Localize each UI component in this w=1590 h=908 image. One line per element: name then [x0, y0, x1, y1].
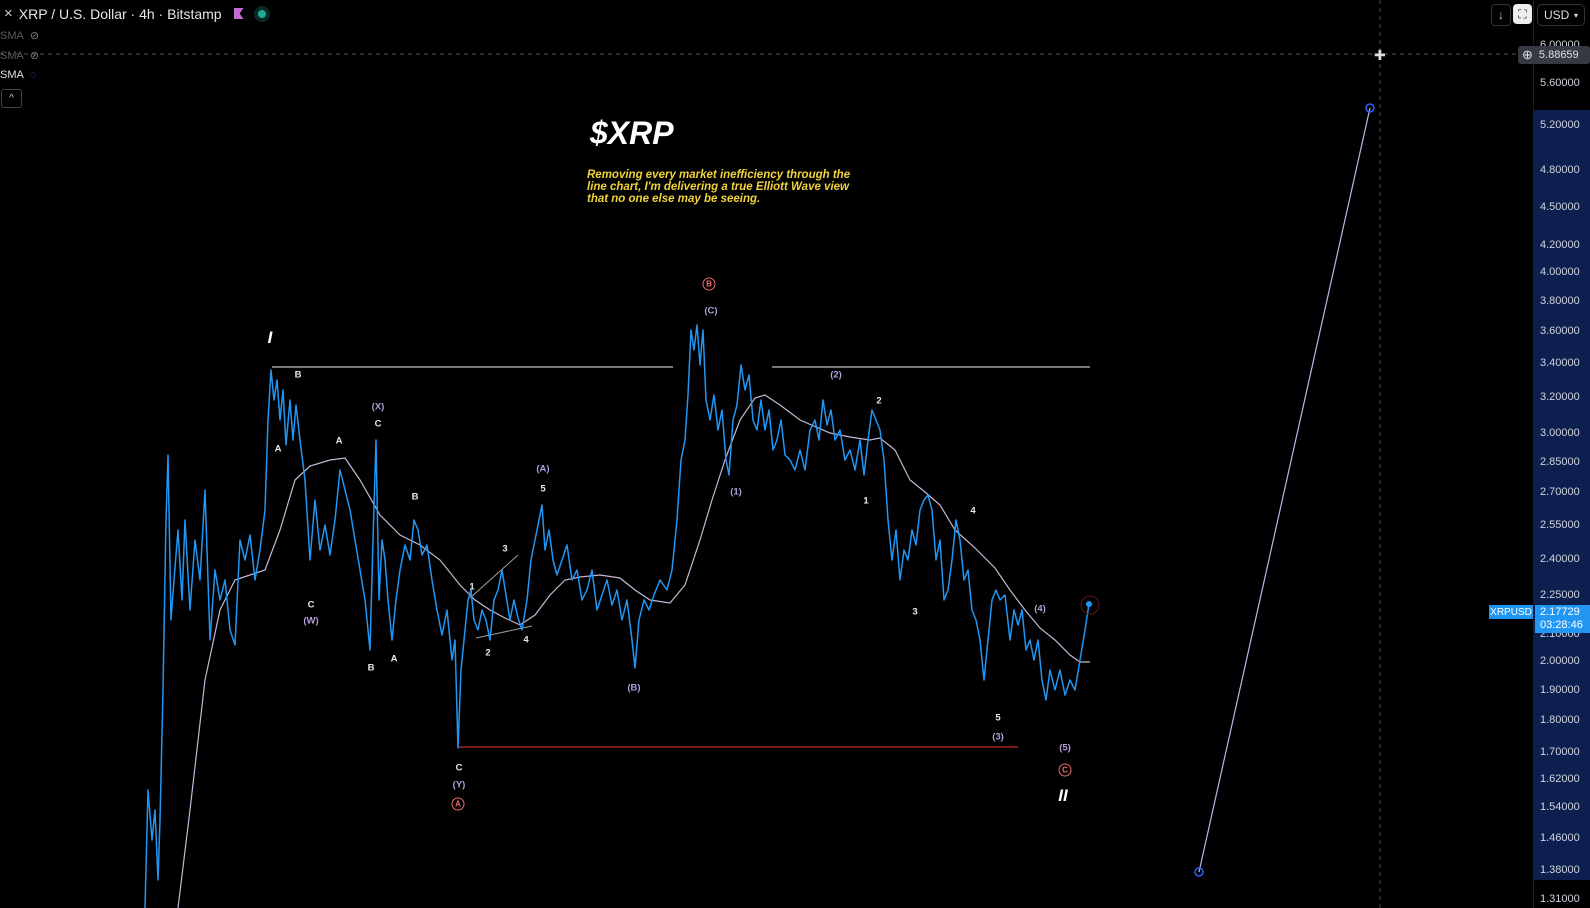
crosshair-price-label: ⊕ 5.88659 [1518, 46, 1590, 64]
screenshot-button[interactable]: ⛶ [1513, 4, 1532, 24]
wave-label: (5) [1059, 742, 1071, 754]
wave-label: C [455, 762, 463, 774]
price-tick: 1.46000 [1540, 832, 1580, 844]
wave-label: 5 [995, 712, 1001, 724]
price-tick: 2.40000 [1540, 553, 1580, 565]
wave-label: (Y) [452, 779, 466, 791]
wave-label: C [374, 418, 382, 430]
price-axis[interactable] [1533, 0, 1590, 908]
price-tick: 1.80000 [1540, 714, 1580, 726]
wave-label: A [335, 435, 343, 447]
currency-select[interactable]: USD ▾ [1537, 4, 1585, 26]
price-tick: 4.00000 [1540, 266, 1580, 278]
wave-label: 4 [523, 634, 529, 646]
wave-label: (W) [303, 615, 319, 627]
collapse-legend-button[interactable]: ^ [1, 89, 22, 108]
wave-label: 3 [912, 606, 918, 618]
loading-icon: ◌ [29, 69, 37, 81]
wave-label: (A) [536, 463, 550, 475]
price-tick: 1.70000 [1540, 746, 1580, 758]
eye-hidden-icon[interactable]: ⊘ [29, 50, 40, 62]
wave-label: 4 [970, 505, 976, 517]
symbol-tag: XRPUSD [1489, 605, 1533, 619]
wave-label: 2 [485, 647, 491, 659]
market-status-icon [257, 9, 266, 18]
price-tick: 3.00000 [1540, 427, 1580, 439]
price-tick: 1.31000 [1540, 893, 1580, 905]
wave-label: A [274, 443, 282, 455]
wave-label: C [307, 599, 315, 611]
wave-label-II: II [1058, 786, 1068, 805]
projection-line [1198, 107, 1371, 873]
annotation-title: $XRP [590, 115, 674, 151]
chevron-down-icon: ▾ [1573, 10, 1578, 20]
wave-label: B [294, 369, 302, 381]
price-tick: 2.00000 [1540, 655, 1580, 667]
add-alert-icon[interactable]: ⊕ [1522, 47, 1533, 62]
chart-canvas[interactable] [0, 0, 1534, 908]
wave-label: 5 [540, 483, 546, 495]
price-tick: 1.62000 [1540, 773, 1580, 785]
wave-label: 3 [502, 543, 508, 555]
sma-line [177, 394, 1090, 908]
price-tick: 3.20000 [1540, 391, 1580, 403]
indicator-sma-2[interactable]: SMA ⊘ [0, 49, 40, 63]
price-tick: 5.60000 [1540, 77, 1580, 89]
wave-label: B [411, 491, 419, 503]
price-tick: 2.55000 [1540, 519, 1580, 531]
projection-start-handle [1194, 867, 1204, 877]
wave-label: (4) [1034, 603, 1046, 615]
wave-label: (C) [704, 305, 718, 317]
projection-end-handle [1365, 103, 1375, 113]
wave-label: (X) [371, 401, 385, 413]
crosshair-cursor-icon: ✚ [1374, 47, 1386, 63]
wave-label: (1) [730, 486, 742, 498]
price-tick: 3.40000 [1540, 357, 1580, 369]
wave-label-I: I [267, 328, 273, 347]
price-tick: 3.60000 [1540, 325, 1580, 337]
price-line [144, 324, 1090, 908]
wave-label: (3) [992, 731, 1004, 743]
price-tick: 1.54000 [1540, 801, 1580, 813]
price-axis-selection [1534, 110, 1590, 880]
price-tick: 2.85000 [1540, 456, 1580, 468]
price-tick: 4.50000 [1540, 201, 1580, 213]
price-tick: 1.90000 [1540, 684, 1580, 696]
price-tick: 3.80000 [1540, 295, 1580, 307]
price-tick: 5.20000 [1540, 119, 1580, 131]
download-button[interactable]: ↓ [1491, 4, 1511, 26]
wave-label: B [367, 662, 375, 674]
wave-label-circled: A [451, 797, 465, 811]
chart-legend: × XRP / U.S. Dollar · 4h · Bitstamp SMA … [0, 0, 400, 110]
price-tick: 2.25000 [1540, 589, 1580, 601]
close-icon[interactable]: × [4, 5, 13, 22]
annotation-text: Removing every market inefficiency throu… [587, 169, 851, 205]
last-price-tag: 2.17729 03:28:46 [1535, 605, 1590, 633]
wave-label-circled: C [1058, 763, 1072, 777]
wave-label: A [390, 653, 398, 665]
wave-label: (B) [627, 682, 641, 694]
price-tick: 4.20000 [1540, 239, 1580, 251]
price-tick: 1.38000 [1540, 864, 1580, 876]
wave-label: 2 [876, 395, 882, 407]
wave-label: (2) [830, 369, 842, 381]
flag-icon[interactable] [233, 8, 244, 19]
price-tick: 2.70000 [1540, 486, 1580, 498]
indicator-sma-1[interactable]: SMA ⊘ [0, 29, 40, 43]
price-tick: 4.80000 [1540, 164, 1580, 176]
symbol-title[interactable]: × XRP / U.S. Dollar · 4h · Bitstamp [4, 5, 266, 22]
eye-hidden-icon[interactable]: ⊘ [29, 30, 40, 42]
wave-label-circled: B [702, 277, 716, 291]
wave-label: 1 [469, 581, 475, 593]
symbol-name: XRP / U.S. Dollar · 4h · Bitstamp [18, 5, 222, 22]
wave-label: 1 [863, 495, 869, 507]
indicator-sma-3[interactable]: SMA ◌ [0, 69, 37, 81]
